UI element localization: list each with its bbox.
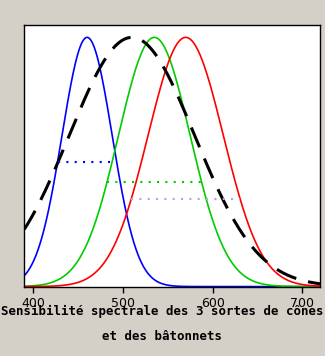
Text: Sensibilité spectrale des 3 sortes de cônes: Sensibilité spectrale des 3 sortes de cô… <box>1 305 324 318</box>
Text: et des bâtonnets: et des bâtonnets <box>102 330 223 343</box>
